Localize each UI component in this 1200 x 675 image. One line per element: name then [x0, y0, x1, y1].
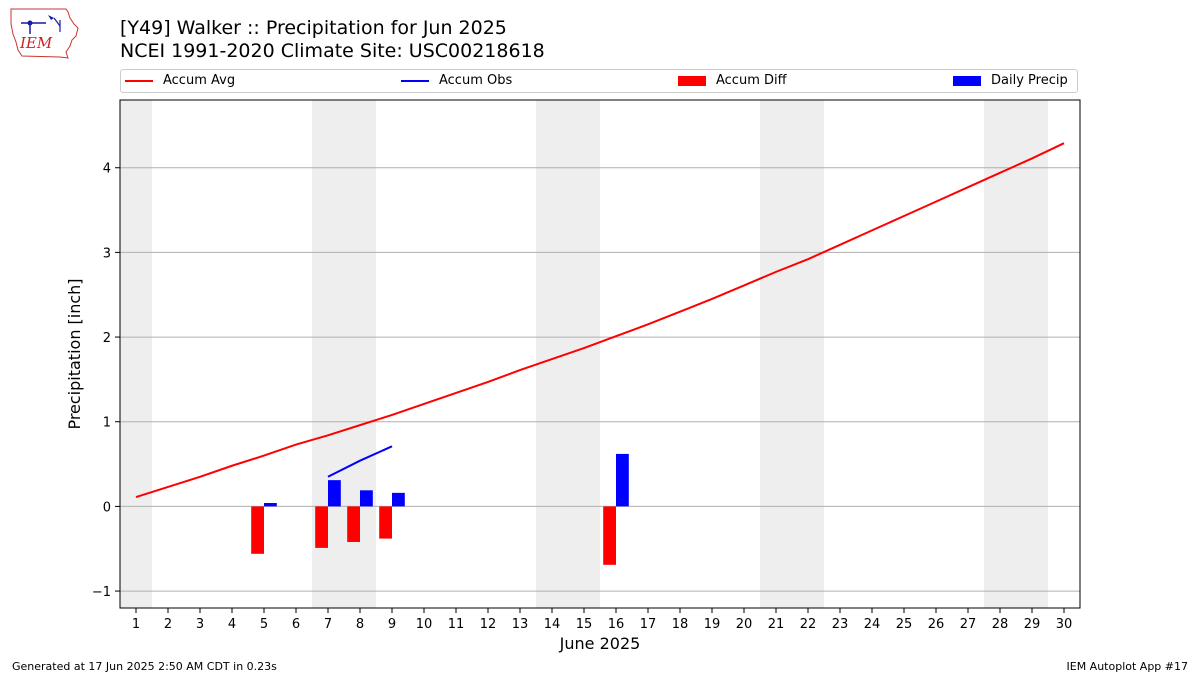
- x-tick-label: 17: [640, 617, 657, 632]
- accum-diff-bar: [251, 506, 264, 554]
- x-tick-label: 16: [608, 617, 625, 632]
- accum-diff-bar: [347, 506, 360, 542]
- legend-swatch-accum-obs: [401, 79, 429, 82]
- legend-label-accum-obs: Accum Obs: [439, 73, 513, 88]
- x-tick-label: 8: [356, 617, 364, 632]
- legend-swatch-daily-precip: [953, 75, 981, 86]
- daily-precip-bar: [616, 453, 629, 507]
- x-tick-label: 2: [164, 617, 172, 632]
- x-tick-label: 15: [576, 617, 593, 632]
- legend-item-daily-precip: Daily Precip: [953, 73, 1068, 88]
- x-tick-label: 27: [960, 617, 977, 632]
- x-tick-label: 14: [544, 617, 561, 632]
- x-tick-label: 3: [196, 617, 204, 632]
- logo-text: IEM: [19, 34, 53, 52]
- x-tick-label: 11: [448, 617, 465, 632]
- y-tick-label: 3: [103, 246, 111, 261]
- weekend-band: [120, 100, 152, 608]
- weekend-band: [760, 100, 792, 608]
- x-tick-label: 13: [512, 617, 529, 632]
- x-tick-label: 10: [416, 617, 433, 632]
- x-tick-label: 23: [832, 617, 849, 632]
- x-tick-label: 1: [132, 617, 140, 632]
- x-tick-label: 29: [1024, 617, 1041, 632]
- x-tick-label: 24: [864, 617, 881, 632]
- x-tick-label: 22: [800, 617, 817, 632]
- legend-item-accum-diff: Accum Diff: [678, 73, 787, 88]
- weekend-band: [568, 100, 600, 608]
- daily-precip-bar: [360, 490, 373, 507]
- x-tick-label: 4: [228, 617, 236, 632]
- x-tick-label: 9: [388, 617, 396, 632]
- y-tick-label: 2: [103, 331, 111, 346]
- legend-item-accum-avg: Accum Avg: [125, 73, 235, 88]
- weekend-band: [984, 100, 1016, 608]
- legend-swatch-accum-diff: [678, 75, 706, 86]
- x-tick-label: 30: [1056, 617, 1073, 632]
- weekend-band: [792, 100, 824, 608]
- plot-frame: [119, 99, 1081, 609]
- x-tick-label: 19: [704, 617, 721, 632]
- y-tick-label: 0: [103, 500, 111, 515]
- y-tick-label: 4: [103, 162, 111, 177]
- legend-label-accum-diff: Accum Diff: [716, 73, 787, 88]
- legend-swatch-accum-avg: [125, 79, 153, 82]
- accum-obs-line: [327, 445, 393, 478]
- x-tick-label: 12: [480, 617, 497, 632]
- x-tick-label: 18: [672, 617, 689, 632]
- chart-title: [Y49] Walker :: Precipitation for Jun 20…: [120, 17, 507, 39]
- accum-diff-bar: [315, 506, 328, 548]
- chart-legend: Accum Avg Accum Obs Accum Diff Daily Pre…: [120, 69, 1078, 93]
- x-axis-label: June 2025: [559, 634, 641, 653]
- app-credit: IEM Autoplot App #17: [1066, 660, 1189, 673]
- x-tick-label: 28: [992, 617, 1009, 632]
- legend-label-daily-precip: Daily Precip: [991, 73, 1068, 88]
- y-axis-label: Precipitation [inch]: [65, 278, 84, 429]
- x-tick-label: 6: [292, 617, 300, 632]
- accum-diff-bar: [379, 506, 392, 539]
- generated-timestamp: Generated at 17 Jun 2025 2:50 AM CDT in …: [12, 660, 277, 673]
- legend-item-accum-obs: Accum Obs: [401, 73, 512, 88]
- weekend-band: [536, 100, 568, 608]
- x-tick-label: 26: [928, 617, 945, 632]
- iem-logo: IEM: [10, 8, 79, 59]
- x-tick-label: 20: [736, 617, 753, 632]
- y-tick-label: 1: [103, 416, 111, 431]
- x-tick-label: 21: [768, 617, 785, 632]
- daily-precip-bar: [264, 503, 277, 507]
- daily-precip-bar: [328, 480, 341, 507]
- chart-subtitle: NCEI 1991-2020 Climate Site: USC00218618: [120, 40, 545, 62]
- x-tick-label: 25: [896, 617, 913, 632]
- y-tick-label: −1: [92, 585, 111, 600]
- x-tick-label: 5: [260, 617, 268, 632]
- legend-label-accum-avg: Accum Avg: [163, 73, 236, 88]
- x-tick-label: 7: [324, 617, 332, 632]
- weekend-band: [1016, 100, 1048, 608]
- accum-avg-line: [135, 142, 1065, 499]
- accum-diff-bar: [603, 506, 616, 565]
- daily-precip-bar: [392, 492, 405, 507]
